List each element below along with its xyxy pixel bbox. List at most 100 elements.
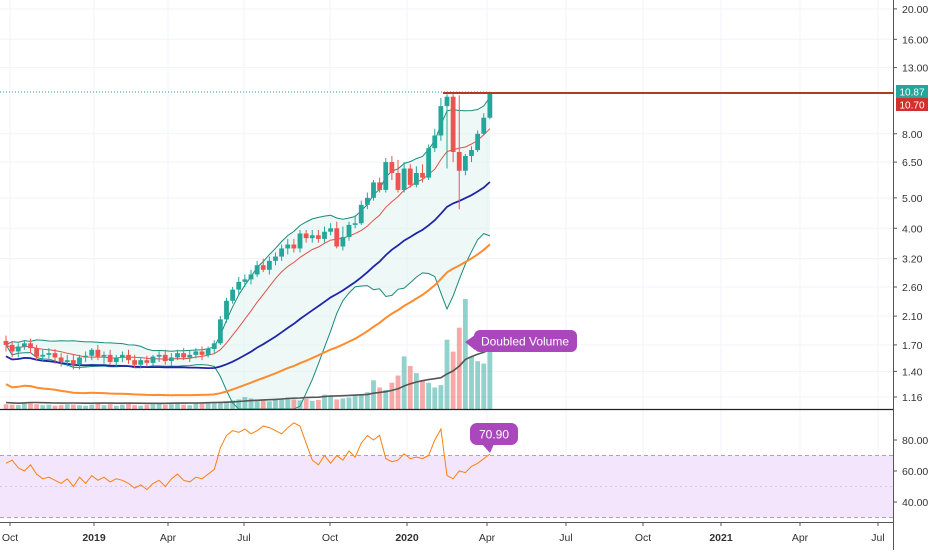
price-tick-label: 16.00 (902, 34, 928, 46)
candle-body (95, 349, 101, 357)
callout-box (474, 330, 577, 352)
candle-body (28, 343, 33, 349)
time-tick-label: Oct (2, 532, 18, 544)
price-tick-label: 20.00 (902, 4, 928, 16)
price-tick-label: 1.70 (902, 340, 923, 352)
candle-body (303, 233, 309, 239)
long-moving-average (5, 243, 491, 397)
time-axis: Oct 2019 Apr Jul Oct 2020 Apr Jul Oct 2021 Apr Jul (2, 522, 885, 544)
candle-body (315, 235, 321, 239)
candle-body (426, 148, 432, 178)
volume-bar (205, 403, 211, 409)
volume-bar (346, 397, 352, 409)
price-tick-label: 2.10 (902, 311, 923, 323)
volume-bar (9, 404, 15, 409)
candle (285, 238, 291, 255)
price-tick-label: 1.40 (902, 366, 923, 378)
candle (34, 344, 40, 361)
volume-bar (119, 404, 125, 409)
volume-bar (138, 405, 144, 409)
candle (224, 297, 229, 323)
candle-body (364, 197, 370, 205)
rsi-tick-label: 60.00 (902, 466, 928, 478)
candle (162, 349, 168, 365)
candle (395, 160, 401, 193)
candle (438, 98, 444, 141)
volume-bar (242, 397, 248, 409)
candle (187, 350, 193, 362)
volume-bar (389, 382, 395, 409)
candle-body (126, 354, 131, 361)
candle-body (407, 168, 413, 185)
volume-bar (89, 404, 95, 409)
bollinger-upper-line (5, 96, 491, 352)
candle (236, 276, 242, 296)
price-axis: 20.00 16.00 13.00 8.00 6.50 5.00 4.00 3.20 2.60 2… (893, 4, 928, 404)
candle-body (444, 96, 450, 107)
volume-bar (126, 403, 131, 409)
candle (52, 348, 58, 364)
candle-body (211, 343, 217, 349)
volume-bar (328, 396, 334, 409)
volume-bar (401, 356, 407, 409)
candle-body (254, 265, 260, 275)
candle-body (297, 233, 303, 249)
volume-bar (236, 399, 242, 409)
candle-body (77, 357, 82, 365)
volume-bar (230, 400, 236, 409)
candle (9, 340, 15, 358)
candle (309, 229, 315, 243)
volume-bar (217, 402, 223, 409)
candle (242, 274, 248, 287)
volume-bar (475, 361, 481, 409)
candle (15, 343, 21, 358)
candle-body (291, 244, 297, 249)
time-tick-label: 2020 (395, 532, 419, 544)
callout-pointer (465, 335, 475, 350)
volume-bar (181, 404, 187, 409)
candle (352, 215, 358, 229)
mid-moving-average (5, 181, 491, 370)
candle (46, 348, 52, 359)
candle-body (346, 224, 352, 238)
candle (340, 226, 346, 251)
candle (77, 354, 82, 370)
candle-body (83, 355, 89, 358)
candle-body (377, 182, 383, 190)
candle-body (101, 354, 107, 357)
volume-bar (432, 387, 438, 409)
volume-bar (187, 405, 193, 409)
candle (371, 179, 376, 201)
price-tick-label: 2.60 (902, 282, 923, 294)
doubled-volume-callout: Doubled Volume (465, 330, 577, 352)
candle (175, 349, 180, 361)
candle-body (107, 354, 113, 362)
candle (450, 94, 456, 163)
candle-body (15, 346, 21, 352)
candle (481, 113, 487, 136)
price-tick-label: 13.00 (902, 63, 928, 75)
candle (138, 357, 144, 369)
candle-body (334, 228, 340, 247)
time-tick-label: Jul (559, 532, 572, 544)
candle-body (420, 173, 425, 178)
last-price-badge-bg (896, 85, 928, 98)
time-tick-label: Apr (792, 532, 809, 544)
candle-body (34, 348, 40, 357)
rsi-callout-box (470, 423, 518, 445)
candle-body (475, 133, 481, 151)
volume-bar (95, 403, 101, 409)
candle (297, 229, 303, 253)
candle-body (371, 182, 376, 198)
price-tick-label: 1.16 (902, 392, 923, 404)
candle (21, 340, 27, 350)
time-tick-label: Apr (160, 532, 177, 544)
volume-bar (395, 375, 401, 409)
candle (328, 223, 334, 236)
candle (144, 355, 150, 367)
volume-bar (487, 351, 493, 409)
candle (266, 256, 272, 275)
candle-body (217, 319, 223, 344)
candle (358, 200, 364, 225)
